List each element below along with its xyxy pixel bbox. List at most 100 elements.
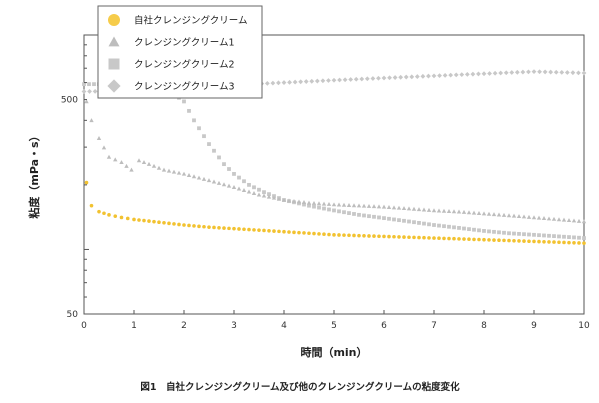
data-point: [119, 215, 124, 220]
data-point: [202, 224, 206, 229]
data-point: [542, 69, 548, 75]
data-point: [512, 238, 516, 243]
data-point: [322, 206, 326, 211]
data-point: [397, 218, 401, 223]
data-point: [566, 218, 572, 223]
data-point: [416, 207, 422, 212]
data-point: [331, 77, 337, 83]
data-point: [503, 70, 509, 76]
data-point: [387, 75, 392, 81]
data-point: [317, 232, 321, 236]
data-point: [353, 76, 359, 82]
data-point: [262, 190, 266, 195]
data-point: [431, 208, 437, 213]
data-point: [312, 231, 316, 236]
data-point: [576, 70, 581, 76]
data-point: [477, 228, 481, 233]
data-point: [462, 226, 466, 231]
data-point: [377, 234, 381, 239]
data-point: [312, 204, 316, 209]
data-point: [247, 227, 251, 232]
data-point: [392, 75, 398, 80]
data-point: [252, 185, 256, 190]
data-point: [427, 222, 431, 227]
data-point: [292, 79, 298, 85]
data-point: [556, 217, 562, 222]
data-point: [517, 239, 521, 243]
data-point: [371, 204, 377, 209]
data-point: [346, 203, 352, 207]
data-point: [571, 218, 577, 223]
data-point: [147, 219, 151, 223]
data-point: [437, 73, 442, 79]
data-point: [381, 204, 387, 209]
data-point: [432, 236, 436, 240]
data-point: [522, 239, 526, 243]
data-point: [472, 227, 476, 232]
data-point: [470, 71, 476, 77]
data-point: [89, 203, 94, 208]
data-point: [307, 231, 311, 236]
data-point: [296, 199, 302, 204]
data-point: [257, 228, 261, 232]
data-point: [514, 69, 520, 75]
data-point: [307, 203, 311, 208]
data-point: [471, 210, 477, 215]
x-axis-title: 時間（min）: [300, 345, 367, 359]
data-point: [186, 173, 192, 177]
data-point: [171, 169, 177, 174]
data-point: [392, 234, 396, 239]
data-point: [217, 155, 221, 160]
data-point: [467, 227, 471, 232]
data-point: [476, 71, 481, 77]
data-point: [82, 82, 86, 87]
data-point: [432, 223, 436, 227]
data-point: [317, 205, 321, 210]
data-point: [326, 201, 332, 206]
series-triangle: [84, 99, 587, 224]
data-point: [572, 235, 576, 240]
data-point: [281, 80, 287, 85]
data-point: [487, 238, 491, 242]
data-point: [452, 236, 456, 241]
data-point: [567, 240, 571, 245]
data-point: [570, 70, 576, 76]
x-tick-label: 3: [231, 321, 237, 331]
x-tick-label: 10: [578, 321, 590, 331]
data-point: [376, 75, 381, 81]
data-point: [417, 235, 421, 240]
legend-marker-square: [108, 58, 120, 70]
data-point: [357, 233, 361, 238]
data-point: [366, 203, 372, 208]
data-point: [372, 214, 376, 219]
data-point: [506, 213, 512, 218]
data-point: [192, 224, 196, 228]
data-point: [482, 229, 486, 233]
data-point: [451, 209, 457, 214]
data-point: [276, 80, 281, 86]
data-point: [442, 72, 448, 78]
data-point: [420, 73, 426, 79]
data-point: [232, 172, 236, 176]
data-point: [552, 240, 556, 244]
data-point: [242, 179, 246, 184]
data-point: [557, 234, 561, 239]
data-point: [84, 180, 89, 185]
data-point: [181, 171, 187, 176]
data-point: [302, 202, 306, 207]
data-point: [502, 238, 506, 243]
data-point: [537, 239, 541, 244]
data-point: [562, 234, 566, 239]
data-point: [197, 224, 201, 229]
data-point: [397, 235, 401, 239]
data-point: [320, 78, 326, 84]
legend-marker-diamond: [107, 79, 121, 93]
data-point: [337, 233, 341, 237]
data-point: [581, 70, 587, 76]
data-point: [577, 241, 581, 245]
data-point: [303, 79, 309, 84]
data-point: [266, 194, 272, 199]
data-point: [231, 185, 237, 190]
data-point: [316, 201, 322, 206]
